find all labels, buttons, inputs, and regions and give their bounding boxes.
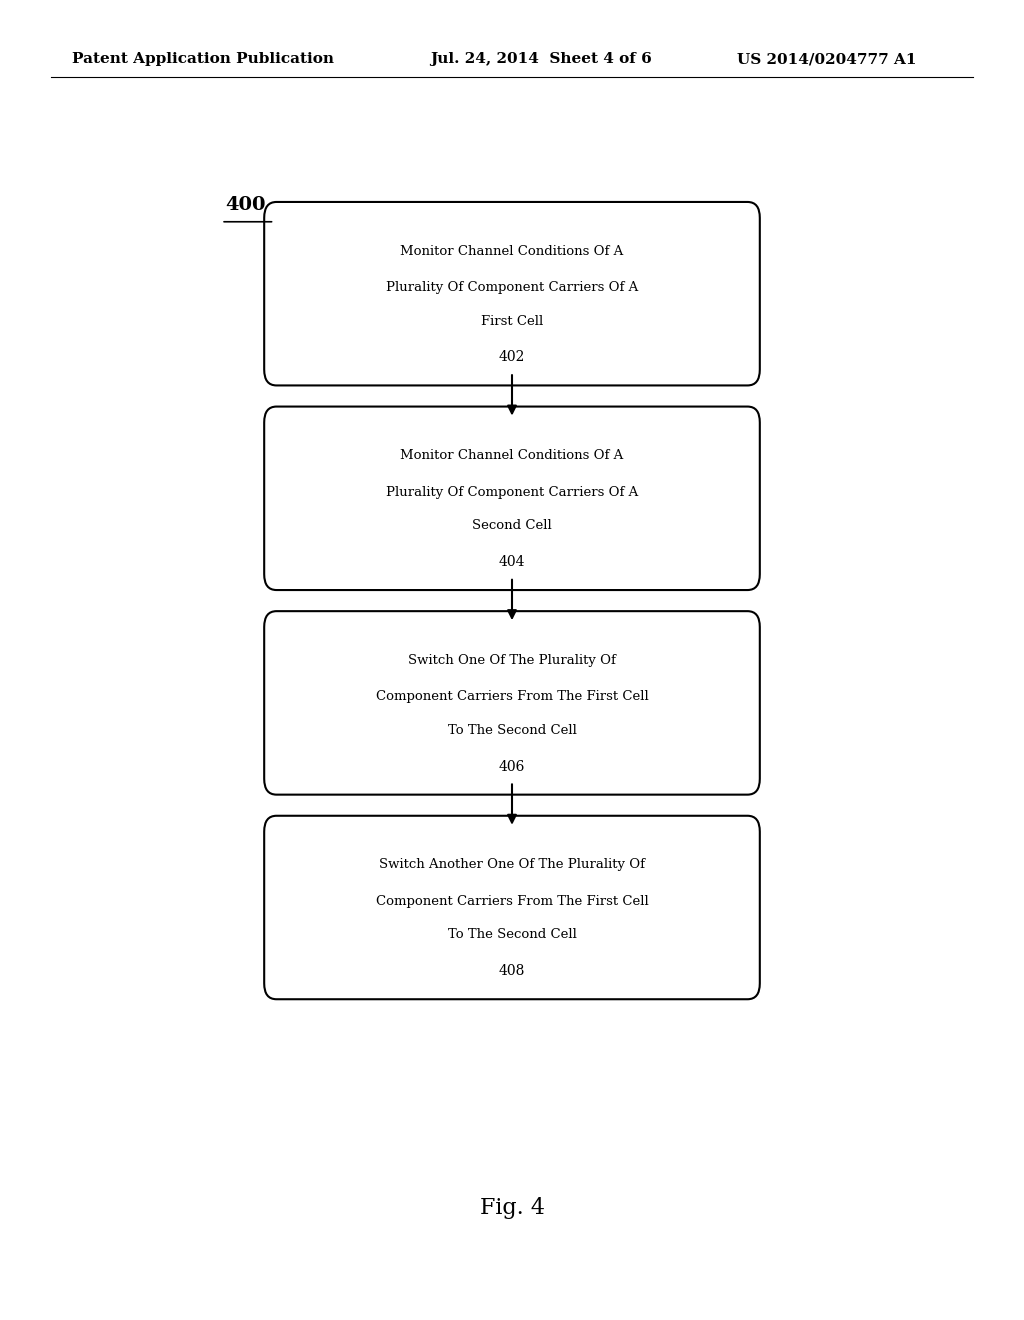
Text: US 2014/0204777 A1: US 2014/0204777 A1 — [737, 53, 916, 66]
Text: Jul. 24, 2014  Sheet 4 of 6: Jul. 24, 2014 Sheet 4 of 6 — [430, 53, 652, 66]
Text: 402: 402 — [499, 350, 525, 364]
Text: To The Second Cell: To The Second Cell — [447, 928, 577, 941]
FancyBboxPatch shape — [264, 816, 760, 999]
Text: Switch Another One Of The Plurality Of: Switch Another One Of The Plurality Of — [379, 858, 645, 871]
Text: Plurality Of Component Carriers Of A: Plurality Of Component Carriers Of A — [386, 486, 638, 499]
Text: 404: 404 — [499, 554, 525, 569]
Text: Monitor Channel Conditions Of A: Monitor Channel Conditions Of A — [400, 244, 624, 257]
FancyBboxPatch shape — [264, 407, 760, 590]
Text: 406: 406 — [499, 759, 525, 774]
Text: Component Carriers From The First Cell: Component Carriers From The First Cell — [376, 690, 648, 704]
Text: Patent Application Publication: Patent Application Publication — [72, 53, 334, 66]
Text: Fig. 4: Fig. 4 — [479, 1197, 545, 1218]
Text: Switch One Of The Plurality Of: Switch One Of The Plurality Of — [408, 653, 616, 667]
Text: Second Cell: Second Cell — [472, 519, 552, 532]
Text: Monitor Channel Conditions Of A: Monitor Channel Conditions Of A — [400, 449, 624, 462]
FancyBboxPatch shape — [264, 611, 760, 795]
Text: To The Second Cell: To The Second Cell — [447, 723, 577, 737]
Text: 408: 408 — [499, 964, 525, 978]
Text: Component Carriers From The First Cell: Component Carriers From The First Cell — [376, 895, 648, 908]
FancyBboxPatch shape — [264, 202, 760, 385]
Text: Plurality Of Component Carriers Of A: Plurality Of Component Carriers Of A — [386, 281, 638, 294]
Text: 400: 400 — [225, 195, 266, 214]
Text: First Cell: First Cell — [481, 314, 543, 327]
